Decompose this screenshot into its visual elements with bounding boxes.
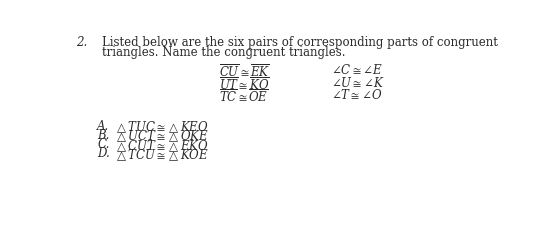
Text: $\angle U \cong \angle K$: $\angle U \cong \angle K$ xyxy=(331,76,385,90)
Text: $\overline{CU} \cong \overline{EK}$: $\overline{CU} \cong \overline{EK}$ xyxy=(219,63,270,80)
Text: $\angle C \cong \angle E$: $\angle C \cong \angle E$ xyxy=(331,63,383,77)
Text: $\overline{UT} \cong \overline{KO}$: $\overline{UT} \cong \overline{KO}$ xyxy=(219,76,270,93)
Text: A.: A. xyxy=(97,120,110,133)
Text: B.: B. xyxy=(97,129,110,142)
Text: C.: C. xyxy=(97,138,110,151)
Text: $\triangle UCT \cong \triangle OKE$: $\triangle UCT \cong \triangle OKE$ xyxy=(115,129,210,144)
Text: $\triangle CUT \cong \triangle EKO$: $\triangle CUT \cong \triangle EKO$ xyxy=(115,138,210,154)
Text: Listed below are the six pairs of corresponding parts of congruent: Listed below are the six pairs of corres… xyxy=(102,37,498,49)
Text: D.: D. xyxy=(97,147,110,160)
Text: $\triangle TCU \cong \triangle KOE$: $\triangle TCU \cong \triangle KOE$ xyxy=(115,147,210,163)
Text: $\overline{TC} \cong \overline{OE}$: $\overline{TC} \cong \overline{OE}$ xyxy=(219,88,269,105)
Text: 2.: 2. xyxy=(75,37,87,49)
Text: $\angle T \cong \angle O$: $\angle T \cong \angle O$ xyxy=(331,88,383,102)
Text: $\triangle TUC \cong \triangle KEO$: $\triangle TUC \cong \triangle KEO$ xyxy=(115,120,210,135)
Text: triangles. Name the congruent triangles.: triangles. Name the congruent triangles. xyxy=(102,46,345,59)
